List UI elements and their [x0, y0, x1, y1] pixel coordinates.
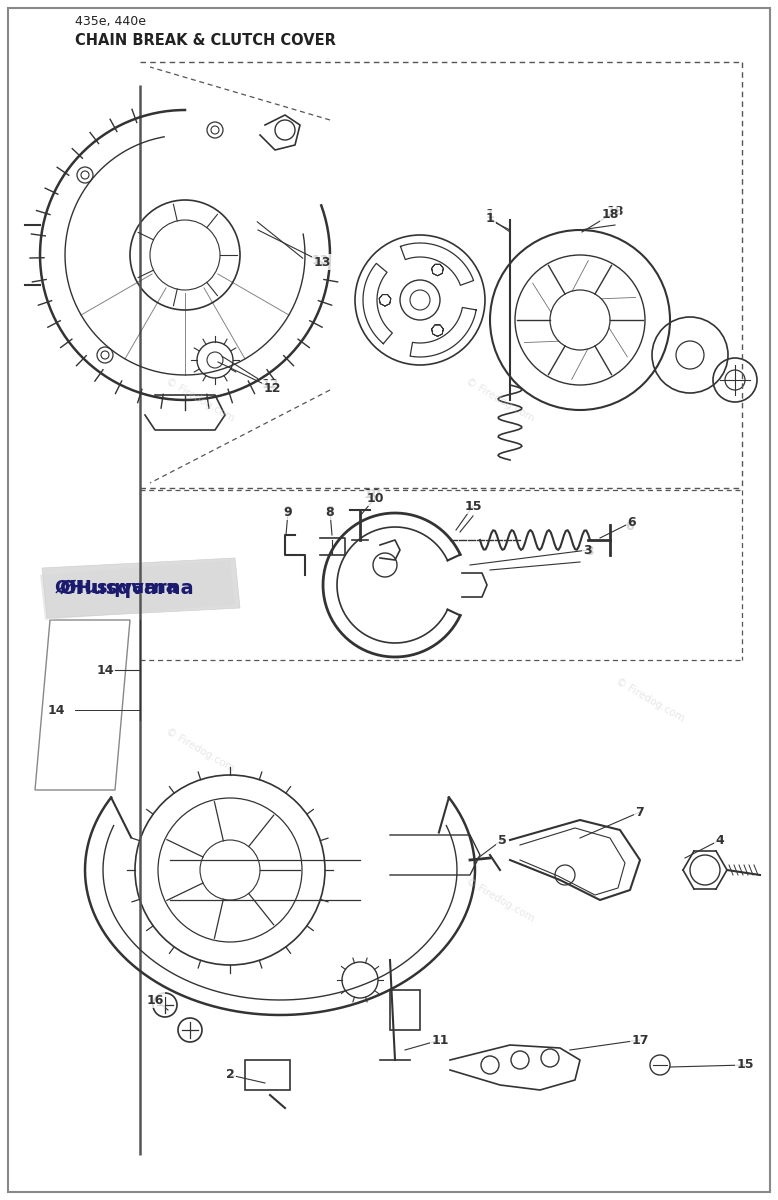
Bar — [245, 1060, 290, 1090]
Text: 15: 15 — [464, 500, 482, 514]
Text: 15: 15 — [736, 1058, 754, 1072]
Text: 16: 16 — [146, 994, 163, 1007]
Text: 13: 13 — [311, 253, 328, 266]
Text: 18: 18 — [606, 205, 624, 218]
Text: © Firedog.com: © Firedog.com — [164, 377, 236, 424]
Polygon shape — [42, 558, 240, 618]
Text: 10: 10 — [363, 488, 380, 502]
Text: © Firedog.com: © Firedog.com — [464, 876, 536, 924]
Text: 8: 8 — [326, 505, 335, 518]
Text: 6: 6 — [628, 516, 636, 528]
Text: 8: 8 — [326, 505, 335, 518]
Text: 4: 4 — [716, 834, 724, 846]
Text: CHAIN BREAK & CLUTCH COVER: CHAIN BREAK & CLUTCH COVER — [75, 32, 336, 48]
Text: 11: 11 — [431, 1033, 449, 1046]
Text: 5: 5 — [498, 834, 506, 846]
Text: 3: 3 — [584, 544, 592, 557]
Text: 18: 18 — [601, 209, 619, 222]
Text: 1: 1 — [485, 211, 494, 224]
Text: 1: 1 — [485, 208, 494, 221]
Text: 15: 15 — [464, 499, 482, 512]
Text: © Firedog.com: © Firedog.com — [464, 377, 536, 424]
Text: 13: 13 — [314, 256, 331, 269]
Text: 14: 14 — [96, 664, 114, 677]
Text: 9: 9 — [284, 505, 293, 518]
Text: 14: 14 — [48, 703, 65, 716]
Text: © Firedog.com: © Firedog.com — [164, 726, 236, 774]
Text: 10: 10 — [366, 492, 384, 504]
Text: 12: 12 — [263, 382, 281, 395]
Text: 7: 7 — [636, 805, 644, 818]
Text: 2: 2 — [226, 1068, 234, 1081]
Text: ØHusqvarna: ØHusqvarna — [60, 578, 194, 598]
Text: 435e, 440e: 435e, 440e — [75, 14, 146, 28]
Text: 9: 9 — [284, 505, 293, 518]
Text: 12: 12 — [261, 378, 279, 391]
Text: 6: 6 — [626, 520, 634, 533]
Text: 17: 17 — [631, 1033, 649, 1046]
Polygon shape — [40, 560, 235, 620]
Text: 3: 3 — [586, 545, 594, 558]
Text: ØHusqvarna: ØHusqvarna — [55, 578, 179, 596]
Bar — [390, 990, 420, 1030]
Text: © Firedog.com: © Firedog.com — [614, 677, 686, 724]
